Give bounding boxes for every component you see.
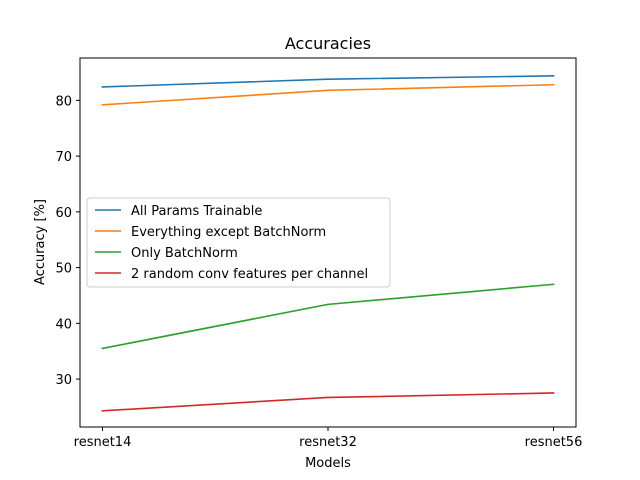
series-1-point-0 xyxy=(101,104,104,106)
series-line-1 xyxy=(101,83,555,106)
legend-label-1: Everything except BatchNorm xyxy=(131,225,326,240)
x-tick-label-resnet14: resnet14 xyxy=(74,435,132,450)
y-axis: 30 40 50 60 70 80 xyxy=(55,94,80,388)
series-1-point-2 xyxy=(552,83,555,86)
series-2-point-1 xyxy=(327,303,329,306)
series-2-point-0 xyxy=(101,347,104,350)
x-tick-label-resnet56: resnet56 xyxy=(525,435,583,450)
y-tick-label-30: 30 xyxy=(55,373,72,388)
series-1-point-1 xyxy=(327,89,329,92)
legend-label-0: All Params Trainable xyxy=(131,204,262,219)
series-line-2 xyxy=(101,283,555,350)
y-tick-label-60: 60 xyxy=(55,206,72,221)
y-tick-label-50: 50 xyxy=(55,262,72,277)
y-tick-label-70: 70 xyxy=(55,150,72,165)
x-tick-label-resnet32: resnet32 xyxy=(299,435,357,450)
series-3-point-1 xyxy=(327,396,329,399)
x-axis: resnet14 resnet32 resnet56 xyxy=(74,427,583,450)
y-axis-title: Accuracy [%] xyxy=(33,199,48,285)
legend: All Params Trainable Everything except Ba… xyxy=(86,197,391,288)
y-tick-label-80: 80 xyxy=(55,94,72,109)
series-line-3 xyxy=(101,392,555,412)
legend-label-3: 2 random conv features per channel xyxy=(131,267,368,282)
series-0-point-0 xyxy=(101,86,104,88)
series-line-0 xyxy=(101,75,555,88)
y-tick-label-40: 40 xyxy=(55,317,72,332)
series-2-point-2 xyxy=(552,283,555,286)
series-3-point-0 xyxy=(101,410,104,412)
series-layer xyxy=(101,75,555,412)
legend-label-2: Only BatchNorm xyxy=(131,246,238,261)
x-axis-title: Models xyxy=(305,456,351,471)
series-0-point-2 xyxy=(552,75,555,77)
series-3-point-2 xyxy=(552,392,555,394)
series-0-point-1 xyxy=(327,78,329,80)
legend-box xyxy=(86,197,391,288)
chart-title: Accuracies xyxy=(285,34,371,53)
